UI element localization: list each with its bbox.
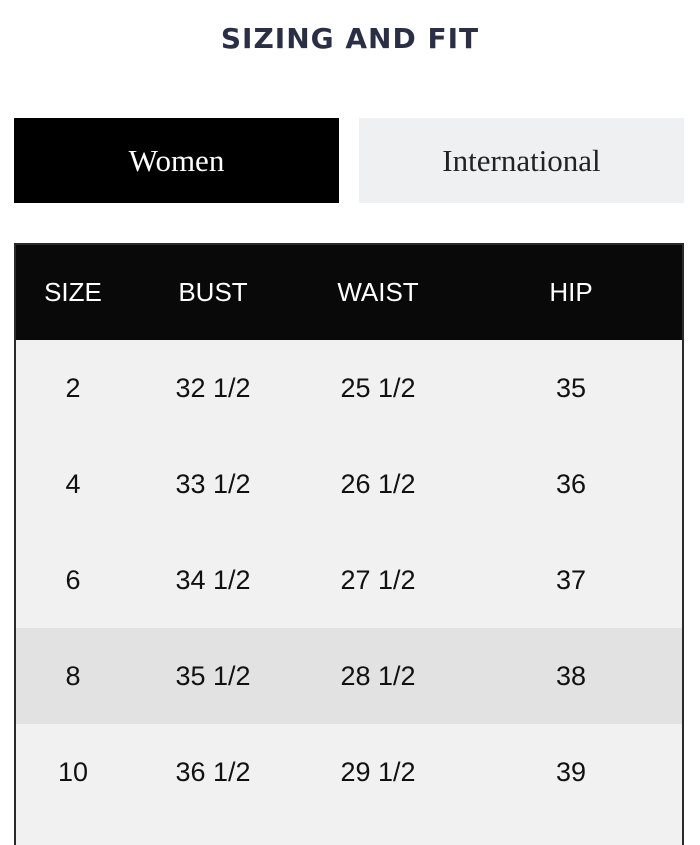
cell-bust: 34 1/2 xyxy=(175,564,251,595)
cell-size: 8 xyxy=(65,660,81,691)
cell-hip: 37 xyxy=(555,564,587,595)
tab-international[interactable]: International xyxy=(359,118,684,203)
header-bust: BUST xyxy=(178,277,248,307)
size-table: SIZE BUST WAIST HIP 2 32 1/2 25 1/2 35 4 33 1… xyxy=(14,243,684,845)
table-row: 2 32 1/2 25 1/2 35 xyxy=(16,340,682,436)
cell-waist: 25 1/2 xyxy=(340,372,416,403)
cell-size: 2 xyxy=(65,372,81,403)
table-header: SIZE BUST WAIST HIP xyxy=(16,245,682,340)
table-row: 10 36 1/2 29 1/2 39 xyxy=(16,724,682,820)
cell-bust: 36 1/2 xyxy=(175,756,251,787)
tab-women[interactable]: Women xyxy=(14,118,339,203)
cell-hip: 35 xyxy=(555,372,587,403)
cell-bust: 33 1/2 xyxy=(175,468,251,499)
cell-bust: 32 1/2 xyxy=(175,372,251,403)
cell-size: 6 xyxy=(65,564,81,595)
cell-size: 10 xyxy=(57,756,89,787)
cell-bust: 35 1/2 xyxy=(175,660,251,691)
cell-hip: 38 xyxy=(555,660,587,691)
cell-waist: 26 1/2 xyxy=(340,468,416,499)
table-row: 6 34 1/2 27 1/2 37 xyxy=(16,532,682,628)
cell-waist: 27 1/2 xyxy=(340,564,416,595)
header-waist: WAIST xyxy=(337,277,419,307)
page-title: SIZING AND FIT xyxy=(220,22,480,55)
cell-waist: 29 1/2 xyxy=(340,756,416,787)
table-row: 4 33 1/2 26 1/2 36 xyxy=(16,436,682,532)
cell-size: 4 xyxy=(65,468,81,499)
cell-hip: 39 xyxy=(555,756,587,787)
header-hip: HIP xyxy=(549,277,593,307)
cell-waist: 28 1/2 xyxy=(340,660,416,691)
cell-hip: 36 xyxy=(555,468,587,499)
header-size: SIZE xyxy=(44,277,102,307)
table-row: 8 35 1/2 28 1/2 38 xyxy=(16,628,682,724)
